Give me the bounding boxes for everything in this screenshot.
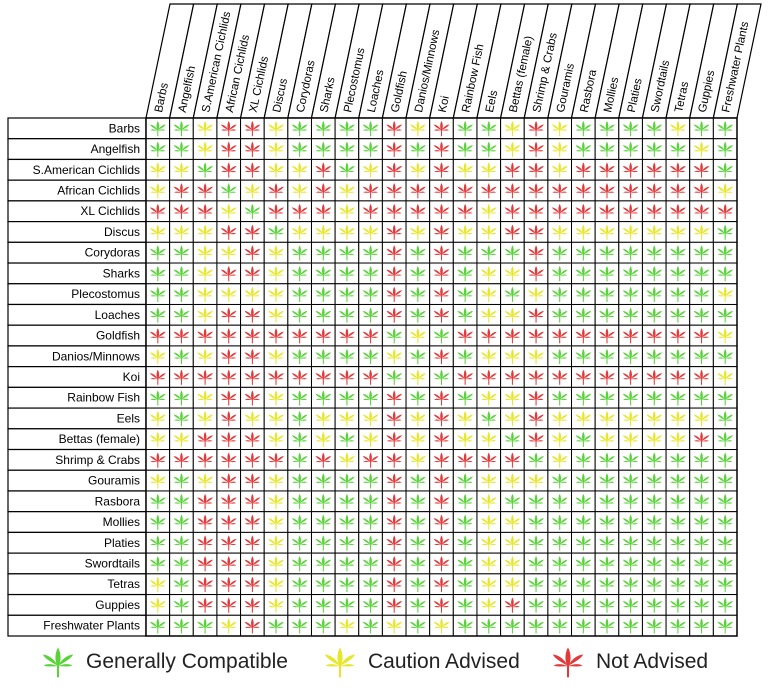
row-label: Koi bbox=[123, 370, 140, 384]
row-label: Platies bbox=[104, 536, 140, 550]
row-label: Tetras bbox=[107, 577, 140, 591]
row-label: Rasbora bbox=[95, 494, 141, 508]
legend-label-not-advised: Not Advised bbox=[596, 650, 709, 673]
row-label: XL Cichlids bbox=[80, 204, 140, 218]
column-headers: Barbs Angelfish S.American CichlidsAfrican… bbox=[145, 3, 762, 119]
row-label: Swordtails bbox=[85, 556, 140, 570]
leaf-icon-green bbox=[42, 647, 74, 678]
row-label: Discus bbox=[104, 225, 140, 239]
cells bbox=[145, 117, 738, 637]
row-label: Danios/Minnows bbox=[52, 349, 140, 363]
row-label: Mollies bbox=[103, 515, 140, 529]
compatibility-chart: Barbs Angelfish S.American Cichlids African… bbox=[7, 3, 762, 637]
row-label: Goldfish bbox=[96, 329, 140, 343]
row-label: Eels bbox=[117, 411, 140, 425]
row-label: Bettas (female) bbox=[59, 432, 140, 446]
legend-label-caution-advised: Caution Advised bbox=[368, 650, 520, 673]
legend-item-caution-advised: Caution Advised bbox=[320, 642, 520, 682]
row-label: Plecostomus bbox=[71, 287, 140, 301]
row-label: Loaches bbox=[95, 308, 140, 322]
row-label: Angelfish bbox=[91, 142, 140, 156]
leaf-icon-yellow bbox=[324, 647, 356, 678]
legend: Generally Compatible Caution Advised Not… bbox=[0, 642, 768, 687]
legend-item-generally-compatible: Generally Compatible bbox=[38, 642, 288, 682]
row-labels: Barbs Angelfish S.American Cichlids African… bbox=[7, 117, 147, 637]
row-label: Rainbow Fish bbox=[67, 391, 140, 405]
row-label: Gouramis bbox=[88, 474, 140, 488]
column-header-label: Eels bbox=[484, 89, 500, 114]
row-label: S.American Cichlids bbox=[33, 163, 140, 177]
legend-label-generally-compatible: Generally Compatible bbox=[86, 650, 288, 673]
column-header-label: Koi bbox=[437, 95, 452, 114]
row-label: Sharks bbox=[103, 266, 140, 280]
leaf-icon-red bbox=[552, 647, 584, 678]
row-label: Guppies bbox=[95, 598, 140, 612]
legend-item-not-advised: Not Advised bbox=[548, 642, 708, 682]
row-label: Corydoras bbox=[85, 246, 140, 260]
grid-border bbox=[145, 117, 738, 637]
row-label: Barbs bbox=[109, 121, 140, 135]
row-label: African Cichlids bbox=[57, 184, 140, 198]
row-label: Shrimp & Crabs bbox=[55, 453, 140, 467]
row-label: Freshwater Plants bbox=[43, 619, 140, 633]
